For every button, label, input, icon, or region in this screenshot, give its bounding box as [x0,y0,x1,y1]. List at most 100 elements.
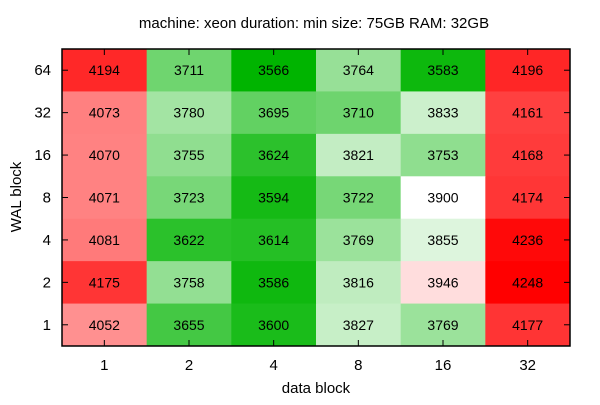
heatmap-cell-value: 3594 [258,190,289,206]
heatmap-cell-value: 4248 [512,274,543,290]
heatmap-cell [231,303,317,347]
heatmap-cell-value: 4174 [512,190,543,206]
y-tick-label: 16 [34,147,51,164]
heatmap-cell-value: 3624 [258,147,289,163]
heatmap-cell [400,218,486,262]
heatmap-cell-value: 3833 [427,105,458,121]
heatmap-cell-value: 3946 [427,274,458,290]
heatmap-cell-value: 4194 [89,62,120,78]
y-tick-label: 32 [34,105,51,122]
heatmap-cell [62,91,148,135]
heatmap-cell [400,261,486,305]
y-tick-label: 4 [43,232,51,249]
heatmap-cell-value: 3566 [258,62,289,78]
heatmap-cell-value: 4070 [89,147,120,163]
heatmap-cell [485,218,571,262]
heatmap-cell [231,261,317,305]
heatmap-cells [62,49,571,347]
heatmap-cell-value: 3821 [343,147,374,163]
heatmap-cell [316,176,402,220]
heatmap-cell-value: 3586 [258,274,289,290]
heatmap-cell [400,49,486,92]
heatmap-cell [62,261,148,305]
heatmap-cell [146,91,232,135]
heatmap-cell [231,91,317,135]
heatmap-cell [146,176,232,220]
heatmap-cell-value: 4073 [89,105,120,121]
heatmap-cell-value: 4161 [512,105,543,121]
heatmap-cell [316,133,402,177]
heatmap-cell-value: 3816 [343,274,374,290]
heatmap-cell [485,176,571,220]
heatmap-cell-value: 3711 [174,62,204,78]
heatmap-cell [316,303,402,347]
heatmap-cell-value: 4071 [89,190,120,206]
heatmap-cell [400,303,486,347]
heatmap-cell-value: 4175 [89,274,120,290]
y-tick-label: 8 [43,190,51,207]
y-axis-label: WAL block [8,161,25,232]
heatmap-cell-value: 3655 [173,317,204,333]
x-tick-label: 2 [185,357,193,374]
heatmap-cell-value: 3764 [343,62,374,78]
heatmap-cell [316,218,402,262]
y-axis-ticks: 64 32 16 8 4 2 1 [34,62,570,334]
heatmap-cell [62,49,148,92]
heatmap-cell-value: 3769 [343,232,374,248]
heatmap-cell-value: 4081 [89,232,120,248]
heatmap-cell-value: 3753 [427,147,458,163]
heatmap-cell [146,133,232,177]
heatmap-cell-value: 3614 [258,232,289,248]
heatmap-cell-value: 3780 [173,105,204,121]
heatmap-cell-value: 3695 [258,105,289,121]
heatmap-cell-value: 3855 [427,232,458,248]
heatmap-cell-value: 3600 [258,317,289,333]
x-tick-label: 16 [435,357,452,374]
heatmap-cell [316,261,402,305]
heatmap-cell-value: 3758 [173,274,204,290]
x-axis-label: data block [282,380,351,397]
heatmap-cell [231,218,317,262]
heatmap-cell [485,133,571,177]
x-tick-label: 1 [100,357,108,374]
x-tick-label: 8 [354,357,362,374]
heatmap-cell [146,303,232,347]
heatmap-cell [316,91,402,135]
x-tick-label: 4 [269,357,277,374]
heatmap-cell [485,303,571,347]
heatmap-cell [231,176,317,220]
heatmap-cell-labels: 4194 3711 3566 3764 3583 4196 4073 3780 3695 3710… [89,62,544,333]
heatmap-cell-value: 3827 [343,317,374,333]
heatmap-cell [62,133,148,177]
heatmap-cell [231,49,317,92]
heatmap-cell [485,49,571,92]
heatmap-cell [485,261,571,305]
heatmap-cell [400,176,486,220]
heatmap-cell [62,303,148,347]
chart-title: machine: xeon duration: min size: 75GB R… [139,15,489,32]
x-tick-label: 32 [519,357,536,374]
x-axis-ticks: 1 2 4 8 16 32 [100,49,536,374]
heatmap-cell [62,176,148,220]
y-tick-label: 2 [43,274,51,291]
heatmap-cell-value: 3769 [427,317,458,333]
heatmap-cell-value: 3900 [427,190,458,206]
heatmap-cell-value: 3723 [173,190,204,206]
heatmap-cell [62,218,148,262]
heatmap-cell-value: 4236 [512,232,543,248]
heatmap-cell-value: 4177 [512,317,543,333]
heatmap-cell-value: 4196 [512,62,543,78]
heatmap-cell [316,49,402,92]
heatmap-cell [485,91,571,135]
heatmap-cell-value: 3755 [173,147,204,163]
heatmap-cell-value: 4168 [512,147,543,163]
heatmap-cell [146,261,232,305]
heatmap-cell-value: 3622 [173,232,204,248]
heatmap-cell [146,218,232,262]
heatmap-cell [146,49,232,92]
heatmap-cell [400,133,486,177]
y-tick-label: 64 [34,62,51,79]
heatmap-cell [400,91,486,135]
